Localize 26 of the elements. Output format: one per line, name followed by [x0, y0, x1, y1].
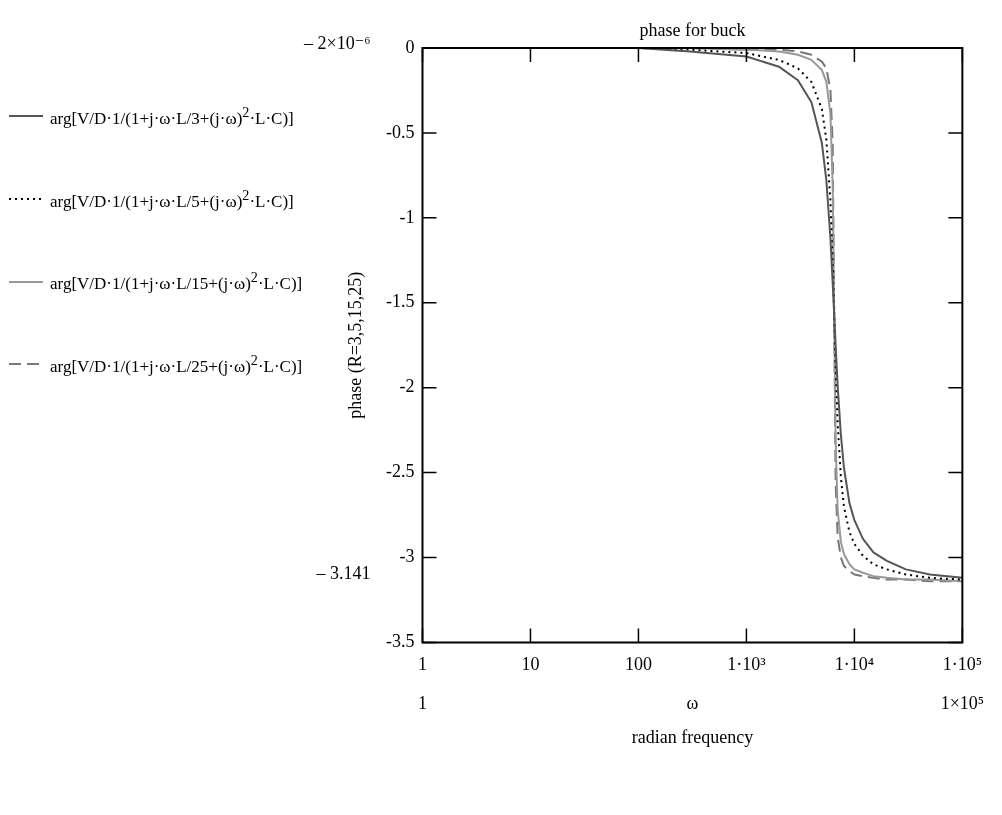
- y-tick-label: -2.5: [385, 461, 415, 482]
- x-axis-title: ω: [686, 693, 699, 714]
- y-tick-label: -3.5: [385, 631, 415, 652]
- y-tick-label: -1.5: [385, 291, 415, 312]
- y-tick-label: 0: [405, 36, 415, 57]
- text: radian frequency: [631, 727, 754, 748]
- text: – 2×10⁻⁶: [303, 32, 371, 53]
- text: 1×10⁵: [940, 693, 985, 714]
- x-tick-label: 1: [417, 653, 427, 674]
- legend-label: arg[V/D·1/(1+j·ω·L/3+(j·ω)$^{2}$·L·C)]: [50, 104, 294, 129]
- x-tick-label: 1·10³: [727, 653, 767, 674]
- legend-label: arg[V/D·1/(1+j·ω·L/5+(j·ω)$^{2}$·L·C)]: [50, 186, 294, 212]
- x-tick-label: 1·10⁴: [834, 653, 875, 674]
- legend-label: arg[V/D·1/(1+j·ω·L/25+(j·ω)$^{2}$·L·C)]: [50, 351, 303, 377]
- y-tick-label: -0.5: [385, 121, 415, 142]
- text: 1: [417, 693, 427, 714]
- y-axis-title: phase (R=3,5,15,25): [345, 271, 367, 419]
- x-tick-label: 10: [521, 653, 540, 674]
- y-tick-label: -2: [399, 376, 415, 397]
- y-tick-label: -1: [399, 206, 415, 227]
- x-tick-label: 1·10⁵: [942, 653, 983, 674]
- text: – 3.141: [315, 563, 371, 584]
- y-tick-label: -3: [399, 546, 415, 567]
- x-tick-label: 100: [624, 653, 652, 674]
- chart-title: phase for buck: [639, 19, 746, 40]
- legend-label: arg[V/D·1/(1+j·ω·L/15+(j·ω)$^{2}$·L·C)]: [50, 269, 303, 294]
